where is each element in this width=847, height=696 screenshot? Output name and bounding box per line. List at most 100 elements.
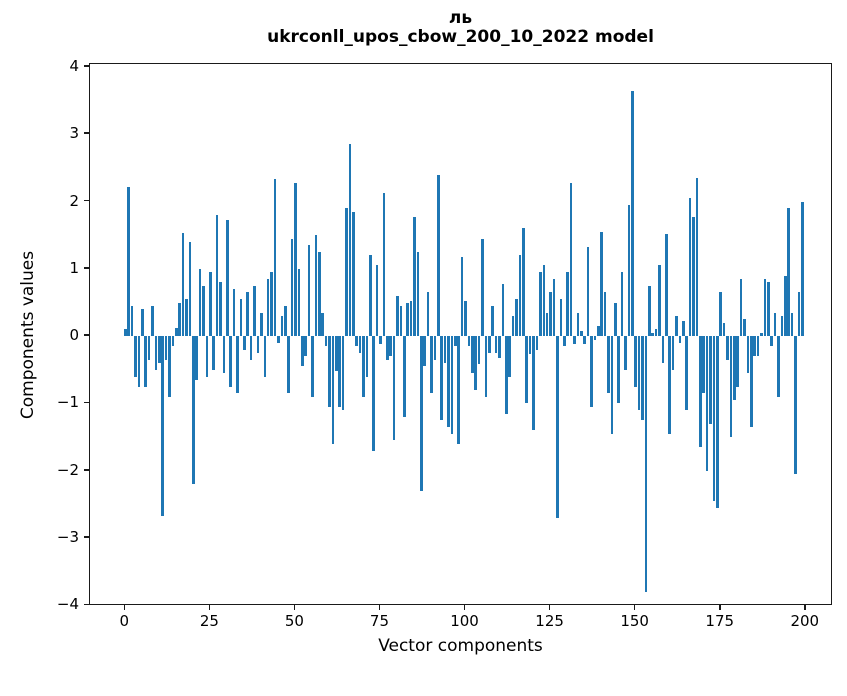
bar — [239, 299, 243, 337]
y-tick-label: −2 — [56, 460, 79, 479]
bar — [277, 336, 280, 343]
bar — [403, 336, 406, 417]
x-tick-mark — [208, 605, 211, 610]
bar — [158, 336, 161, 364]
x-tick-label: 200 — [790, 612, 820, 630]
bar — [477, 336, 481, 365]
bar — [501, 284, 505, 337]
bar — [447, 336, 450, 427]
bar — [474, 336, 478, 390]
bar — [528, 336, 532, 355]
bar — [294, 182, 297, 337]
bar — [430, 336, 433, 394]
bar — [726, 336, 729, 360]
bar — [209, 272, 212, 337]
bar — [164, 336, 168, 360]
bar — [719, 292, 722, 337]
bar — [583, 336, 586, 345]
bar — [127, 186, 130, 337]
bar — [236, 336, 239, 394]
y-tick-mark — [84, 536, 89, 538]
bar — [705, 336, 709, 471]
bar — [331, 336, 335, 444]
bar — [168, 336, 171, 397]
bar — [634, 336, 637, 387]
bar — [750, 336, 753, 427]
bar — [545, 312, 549, 337]
bar — [729, 336, 733, 438]
bar — [770, 336, 774, 347]
x-tick-mark — [293, 605, 296, 610]
x-tick-label: 150 — [620, 612, 649, 630]
bar — [767, 282, 770, 337]
bar — [249, 336, 253, 360]
bar — [647, 285, 651, 337]
bar — [198, 268, 202, 337]
bar — [437, 174, 440, 337]
bar — [780, 315, 784, 337]
bar — [488, 336, 491, 353]
bar — [450, 336, 454, 434]
bar — [675, 315, 678, 337]
bar — [505, 336, 508, 414]
bar — [654, 329, 658, 337]
bar — [709, 336, 712, 424]
bar — [593, 336, 597, 340]
bar — [171, 336, 175, 347]
bar — [334, 336, 338, 372]
bar — [651, 332, 654, 337]
bar — [562, 336, 566, 347]
y-tick-label: 3 — [69, 124, 79, 143]
bar — [243, 336, 246, 350]
bar — [328, 336, 331, 407]
bar — [317, 252, 321, 337]
bar — [147, 336, 151, 360]
plot-area — [89, 63, 832, 605]
bar — [351, 211, 355, 337]
bar — [573, 336, 576, 345]
bar — [246, 292, 250, 337]
bar — [753, 336, 757, 357]
bar — [130, 305, 134, 337]
bar — [226, 220, 229, 337]
bar — [307, 245, 311, 337]
bar — [535, 336, 539, 350]
bar — [144, 336, 147, 387]
y-tick-mark — [84, 65, 89, 67]
bar — [556, 336, 559, 518]
bar — [175, 328, 178, 337]
bar — [610, 336, 614, 434]
bar — [311, 336, 314, 397]
bar — [630, 90, 634, 337]
bar — [124, 329, 127, 337]
bar — [270, 272, 273, 337]
y-tick-mark — [84, 132, 89, 135]
bar — [212, 336, 216, 370]
bar — [801, 201, 804, 337]
bar — [787, 208, 791, 337]
bar — [304, 336, 307, 357]
bar — [192, 336, 195, 485]
chart-title: ль ukrconll_upos_cbow_200_10_2022 model — [89, 9, 832, 47]
bar — [760, 332, 763, 337]
bar — [661, 336, 665, 364]
bar — [256, 336, 260, 353]
bar — [498, 336, 501, 359]
bar — [542, 265, 546, 337]
y-tick-mark — [84, 401, 89, 404]
x-tick-mark — [378, 605, 381, 610]
bar — [658, 265, 661, 337]
bar — [382, 193, 386, 337]
bar — [515, 299, 518, 337]
bar — [348, 143, 352, 337]
x-tick-label: 25 — [199, 612, 219, 630]
bar — [756, 336, 760, 357]
x-tick-mark — [718, 605, 721, 610]
bar — [151, 305, 154, 337]
bar — [341, 336, 345, 411]
bar — [522, 228, 525, 337]
y-tick-mark — [84, 199, 89, 202]
bar — [355, 336, 358, 347]
chart-title-line2: ukrconll_upos_cbow_200_10_2022 model — [267, 27, 654, 47]
